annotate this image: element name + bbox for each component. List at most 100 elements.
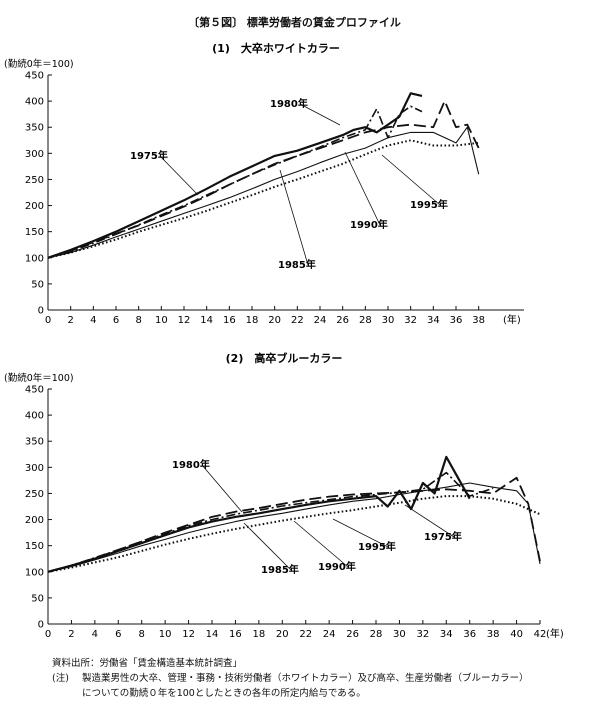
x-tick-label: 20 (276, 629, 289, 640)
y-tick-label: 450 (25, 385, 44, 396)
y-tick-label: 250 (25, 489, 44, 500)
y-tick-label: 400 (25, 411, 44, 422)
y-tick-label: 150 (25, 227, 44, 238)
annotation-leader (201, 464, 243, 513)
y-tick-label: 400 (25, 97, 44, 108)
x-tick-label: 34 (427, 315, 440, 326)
note-label: (注) (52, 673, 69, 684)
annotation-leader (344, 151, 381, 226)
x-axis-unit: (年) (546, 627, 564, 640)
annotation-leader (381, 154, 441, 206)
note-line-2: についての勤続０年を100としたときの各年の所定内給与である。 (82, 688, 366, 699)
annotation-label: 1980年 (172, 458, 210, 471)
annotation-leader (159, 155, 199, 196)
y-tick-label: 100 (25, 253, 44, 264)
annotation-leader (293, 520, 349, 568)
x-tick-label: 12 (178, 315, 191, 326)
series-line-1980年 (47, 100, 480, 259)
note-line-1: 製造業男性の大卒、管理・事務・技術労働者（ホワイトカラー）及び高卒、生産労働者（… (82, 673, 529, 684)
annotation-label: 1985年 (278, 258, 316, 271)
panel-title: (1) 大卒ホワイトカラー (212, 41, 340, 55)
x-tick-label: 4 (92, 629, 98, 640)
x-tick-label: 10 (159, 629, 172, 640)
series-line-1990年 (47, 482, 541, 573)
source-row: 資料出所： 労働省「賃金構造基本統計調査」 (52, 656, 582, 671)
x-tick-label: 38 (472, 315, 485, 326)
y-tick-label: 0 (38, 620, 44, 631)
y-tick-label: 200 (25, 201, 44, 212)
x-tick-label: 2 (68, 629, 74, 640)
y-tick-label: 350 (25, 123, 44, 134)
annotation-leader (332, 518, 389, 548)
x-tick-label: 30 (393, 629, 406, 640)
x-tick-label: 40 (510, 629, 523, 640)
x-tick-label: 24 (314, 315, 327, 326)
chart-panel-1: (1) 大卒ホワイトカラー(勤続0年＝100)05010015020025030… (4, 41, 524, 326)
series-line-1975年 (47, 92, 423, 259)
annotation-label: 1985年 (261, 563, 299, 576)
x-tick-label: 16 (223, 315, 236, 326)
x-tick-label: 30 (382, 315, 395, 326)
x-tick-label: 6 (115, 629, 121, 640)
x-axis-unit: (年) (503, 313, 521, 326)
x-tick-label: 36 (450, 315, 463, 326)
y-axis-label: (勤続0年＝100) (4, 372, 74, 384)
annotation-label: 1990年 (350, 218, 388, 231)
x-tick-label: 28 (359, 315, 372, 326)
x-tick-label: 36 (463, 629, 476, 640)
x-tick-label: 22 (291, 315, 304, 326)
y-tick-label: 450 (25, 71, 44, 82)
annotation-leader (299, 103, 341, 126)
y-tick-label: 50 (31, 593, 44, 604)
note-row: (注) 製造業男性の大卒、管理・事務・技術労働者（ホワイトカラー）及び高卒、生産… (52, 671, 582, 686)
x-tick-label: 14 (200, 315, 213, 326)
series-line-1985年 (47, 471, 494, 573)
source-label: 資料出所： (52, 658, 100, 669)
x-tick-label: 4 (90, 315, 96, 326)
x-tick-label: 0 (45, 315, 51, 326)
x-tick-label: 20 (268, 315, 281, 326)
annotation-label: 1995年 (410, 198, 448, 211)
figure-title: 〔第５図〕 標準労働者の賃金プロファイル (188, 16, 401, 29)
x-tick-label: 8 (135, 315, 141, 326)
x-tick-label: 26 (336, 315, 349, 326)
series-line-1995年 (47, 495, 541, 573)
x-tick-label: 8 (139, 629, 145, 640)
x-tick-label: 34 (440, 629, 453, 640)
annotation-leader (279, 169, 309, 266)
x-tick-label: 10 (155, 315, 168, 326)
chart-panel-2: (2) 高卒ブルーカラー(勤続0年＝100)050100150200250300… (4, 351, 564, 640)
y-tick-label: 250 (25, 175, 44, 186)
x-tick-label: 0 (45, 629, 51, 640)
annotation-label: 1975年 (130, 149, 168, 162)
x-tick-label: 18 (246, 315, 259, 326)
y-tick-label: 0 (38, 306, 44, 317)
x-tick-label: 28 (370, 629, 383, 640)
x-tick-label: 6 (113, 315, 119, 326)
y-tick-label: 150 (25, 541, 44, 552)
x-tick-label: 32 (416, 629, 429, 640)
y-tick-label: 350 (25, 437, 44, 448)
y-axis-label: (勤続0年＝100) (4, 58, 74, 70)
panel-title: (2) 高卒ブルーカラー (226, 351, 343, 365)
x-tick-label: 24 (323, 629, 336, 640)
y-tick-label: 300 (25, 463, 44, 474)
x-tick-label: 2 (67, 315, 73, 326)
y-tick-label: 200 (25, 515, 44, 526)
x-tick-label: 38 (487, 629, 500, 640)
x-tick-label: 14 (206, 629, 219, 640)
x-tick-label: 26 (346, 629, 359, 640)
source-text: 労働省「賃金構造基本統計調査」 (99, 658, 243, 669)
x-tick-label: 32 (404, 315, 417, 326)
annotation-label: 1990年 (318, 560, 356, 573)
y-tick-label: 50 (31, 279, 44, 290)
x-tick-label: 12 (182, 629, 195, 640)
x-tick-label: 22 (299, 629, 312, 640)
x-tick-label: 18 (252, 629, 265, 640)
series-line-1975年 (47, 455, 471, 573)
annotation-label: 1975年 (424, 530, 462, 543)
annotation-label: 1995年 (358, 540, 396, 553)
annotation-leader (404, 504, 455, 538)
figure-notes: 資料出所： 労働省「賃金構造基本統計調査」 (注) 製造業男性の大卒、管理・事務… (52, 656, 582, 701)
